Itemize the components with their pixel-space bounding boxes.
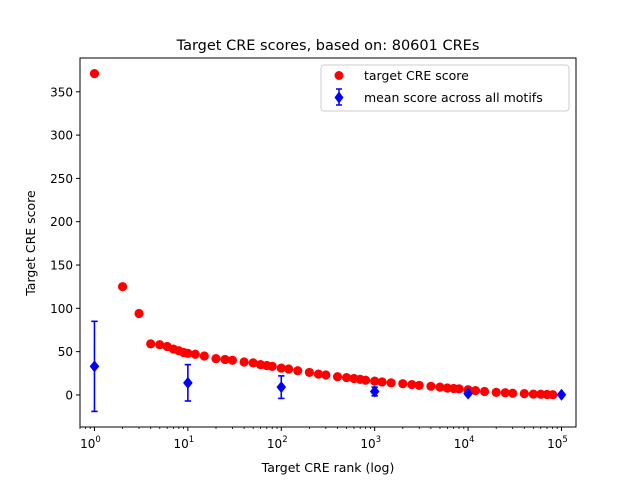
plot-frame	[79, 57, 577, 428]
data-point-mean-score	[183, 376, 193, 389]
x-axis: 100 101 102 103 104 105	[79, 427, 568, 451]
legend-frame	[320, 64, 570, 112]
data-point-target-cre-score	[199, 351, 209, 361]
chart-title: Target CRE scores, based on: 80601 CREs	[176, 38, 480, 54]
data-point-target-cre-score	[313, 369, 324, 379]
x-tick-base: 10	[174, 437, 189, 451]
data-point-target-cre-score	[377, 377, 387, 387]
x-tick-exponent: 3	[376, 435, 381, 445]
data-point-target-cre-score	[370, 376, 380, 386]
data-point-target-cre-score	[183, 348, 193, 358]
x-tick-base: 10	[360, 437, 375, 451]
data-point-target-cre-score	[220, 354, 230, 365]
data-point-mean-score	[556, 388, 567, 401]
data-point-target-cre-score	[146, 339, 156, 349]
x-axis-label: Target CRE rank (log)	[261, 460, 395, 475]
y-axis: 0 50 100 150 200 250 300 350	[50, 85, 80, 402]
legend-marker-mean-score	[334, 91, 344, 104]
data-point-target-cre-score	[321, 370, 331, 380]
x-tick-label: 105	[547, 435, 568, 451]
legend-label-target-cre-score: target CRE score	[364, 68, 469, 83]
data-point-target-cre-score	[414, 380, 424, 391]
x-tick-label: 101	[174, 435, 195, 451]
x-tick-label: 104	[454, 435, 475, 451]
data-point-target-cre-score	[190, 349, 200, 359]
y-axis-label: Target CRE score	[23, 190, 38, 297]
data-point-mean-score	[276, 381, 287, 394]
legend-marker-target-cre-score	[334, 71, 344, 80]
x-tick-base: 10	[454, 437, 469, 451]
x-tick-exponent: 2	[282, 435, 287, 445]
data-point-target-cre-score	[491, 387, 501, 397]
data-point-mean-score	[89, 360, 100, 373]
legend-label-mean-score: mean score across all motifs	[364, 90, 543, 105]
data-point-target-cre-score	[293, 366, 303, 376]
series-layer	[89, 68, 567, 413]
data-point-mean-score	[369, 385, 380, 398]
data-point-target-cre-score	[227, 355, 238, 365]
x-tick-label: 102	[267, 435, 288, 451]
y-tick-label: 300	[50, 129, 73, 143]
x-tick-exponent: 0	[95, 435, 100, 445]
data-point-target-cre-score	[211, 353, 221, 364]
data-point-mean-score	[463, 387, 473, 400]
data-point-target-cre-score	[361, 375, 371, 385]
data-point-target-cre-score	[304, 367, 314, 378]
data-point-target-cre-score	[528, 389, 538, 399]
x-tick-base: 10	[267, 437, 282, 451]
plot-area	[79, 57, 577, 428]
data-point-target-cre-score	[508, 388, 518, 398]
y-tick-label: 250	[50, 172, 73, 186]
data-point-target-cre-score	[519, 389, 529, 399]
y-tick-label: 200	[50, 215, 73, 229]
data-point-target-cre-score	[426, 381, 436, 391]
data-point-target-cre-score	[470, 386, 481, 396]
x-tick-base: 10	[547, 437, 562, 451]
data-point-target-cre-score	[284, 364, 294, 374]
y-tick-label: 100	[50, 302, 73, 316]
y-tick-label: 150	[50, 259, 73, 273]
legend: target CRE score mean score across all m…	[320, 64, 570, 112]
data-point-target-cre-score	[155, 340, 165, 350]
x-tick-exponent: 5	[562, 435, 567, 445]
data-point-target-cre-score	[239, 357, 249, 367]
data-point-target-cre-score	[134, 308, 144, 319]
data-point-target-cre-score	[500, 388, 510, 398]
y-tick-label: 50	[58, 345, 73, 359]
data-point-target-cre-score	[248, 358, 258, 368]
data-point-target-cre-score	[341, 373, 352, 383]
y-tick-label: 350	[50, 85, 73, 99]
data-point-target-cre-score	[548, 390, 558, 400]
data-point-target-cre-score	[435, 382, 445, 392]
x-tick-label: 100	[80, 435, 101, 451]
x-tick-base: 10	[80, 437, 95, 451]
data-point-target-cre-score	[398, 379, 408, 389]
y-tick-label: 0	[65, 388, 73, 402]
x-tick-exponent: 4	[469, 435, 474, 445]
data-point-target-cre-score	[479, 386, 490, 397]
x-tick-exponent: 1	[189, 435, 194, 445]
data-point-target-cre-score	[386, 378, 396, 388]
data-point-target-cre-score	[89, 68, 100, 79]
data-point-target-cre-score	[454, 384, 464, 394]
data-point-target-cre-score	[407, 379, 417, 390]
data-point-target-cre-score	[332, 372, 343, 382]
data-point-target-cre-score	[117, 282, 128, 292]
data-point-target-cre-score	[276, 363, 286, 373]
data-point-target-cre-score	[267, 361, 277, 371]
x-tick-label: 103	[360, 435, 381, 451]
